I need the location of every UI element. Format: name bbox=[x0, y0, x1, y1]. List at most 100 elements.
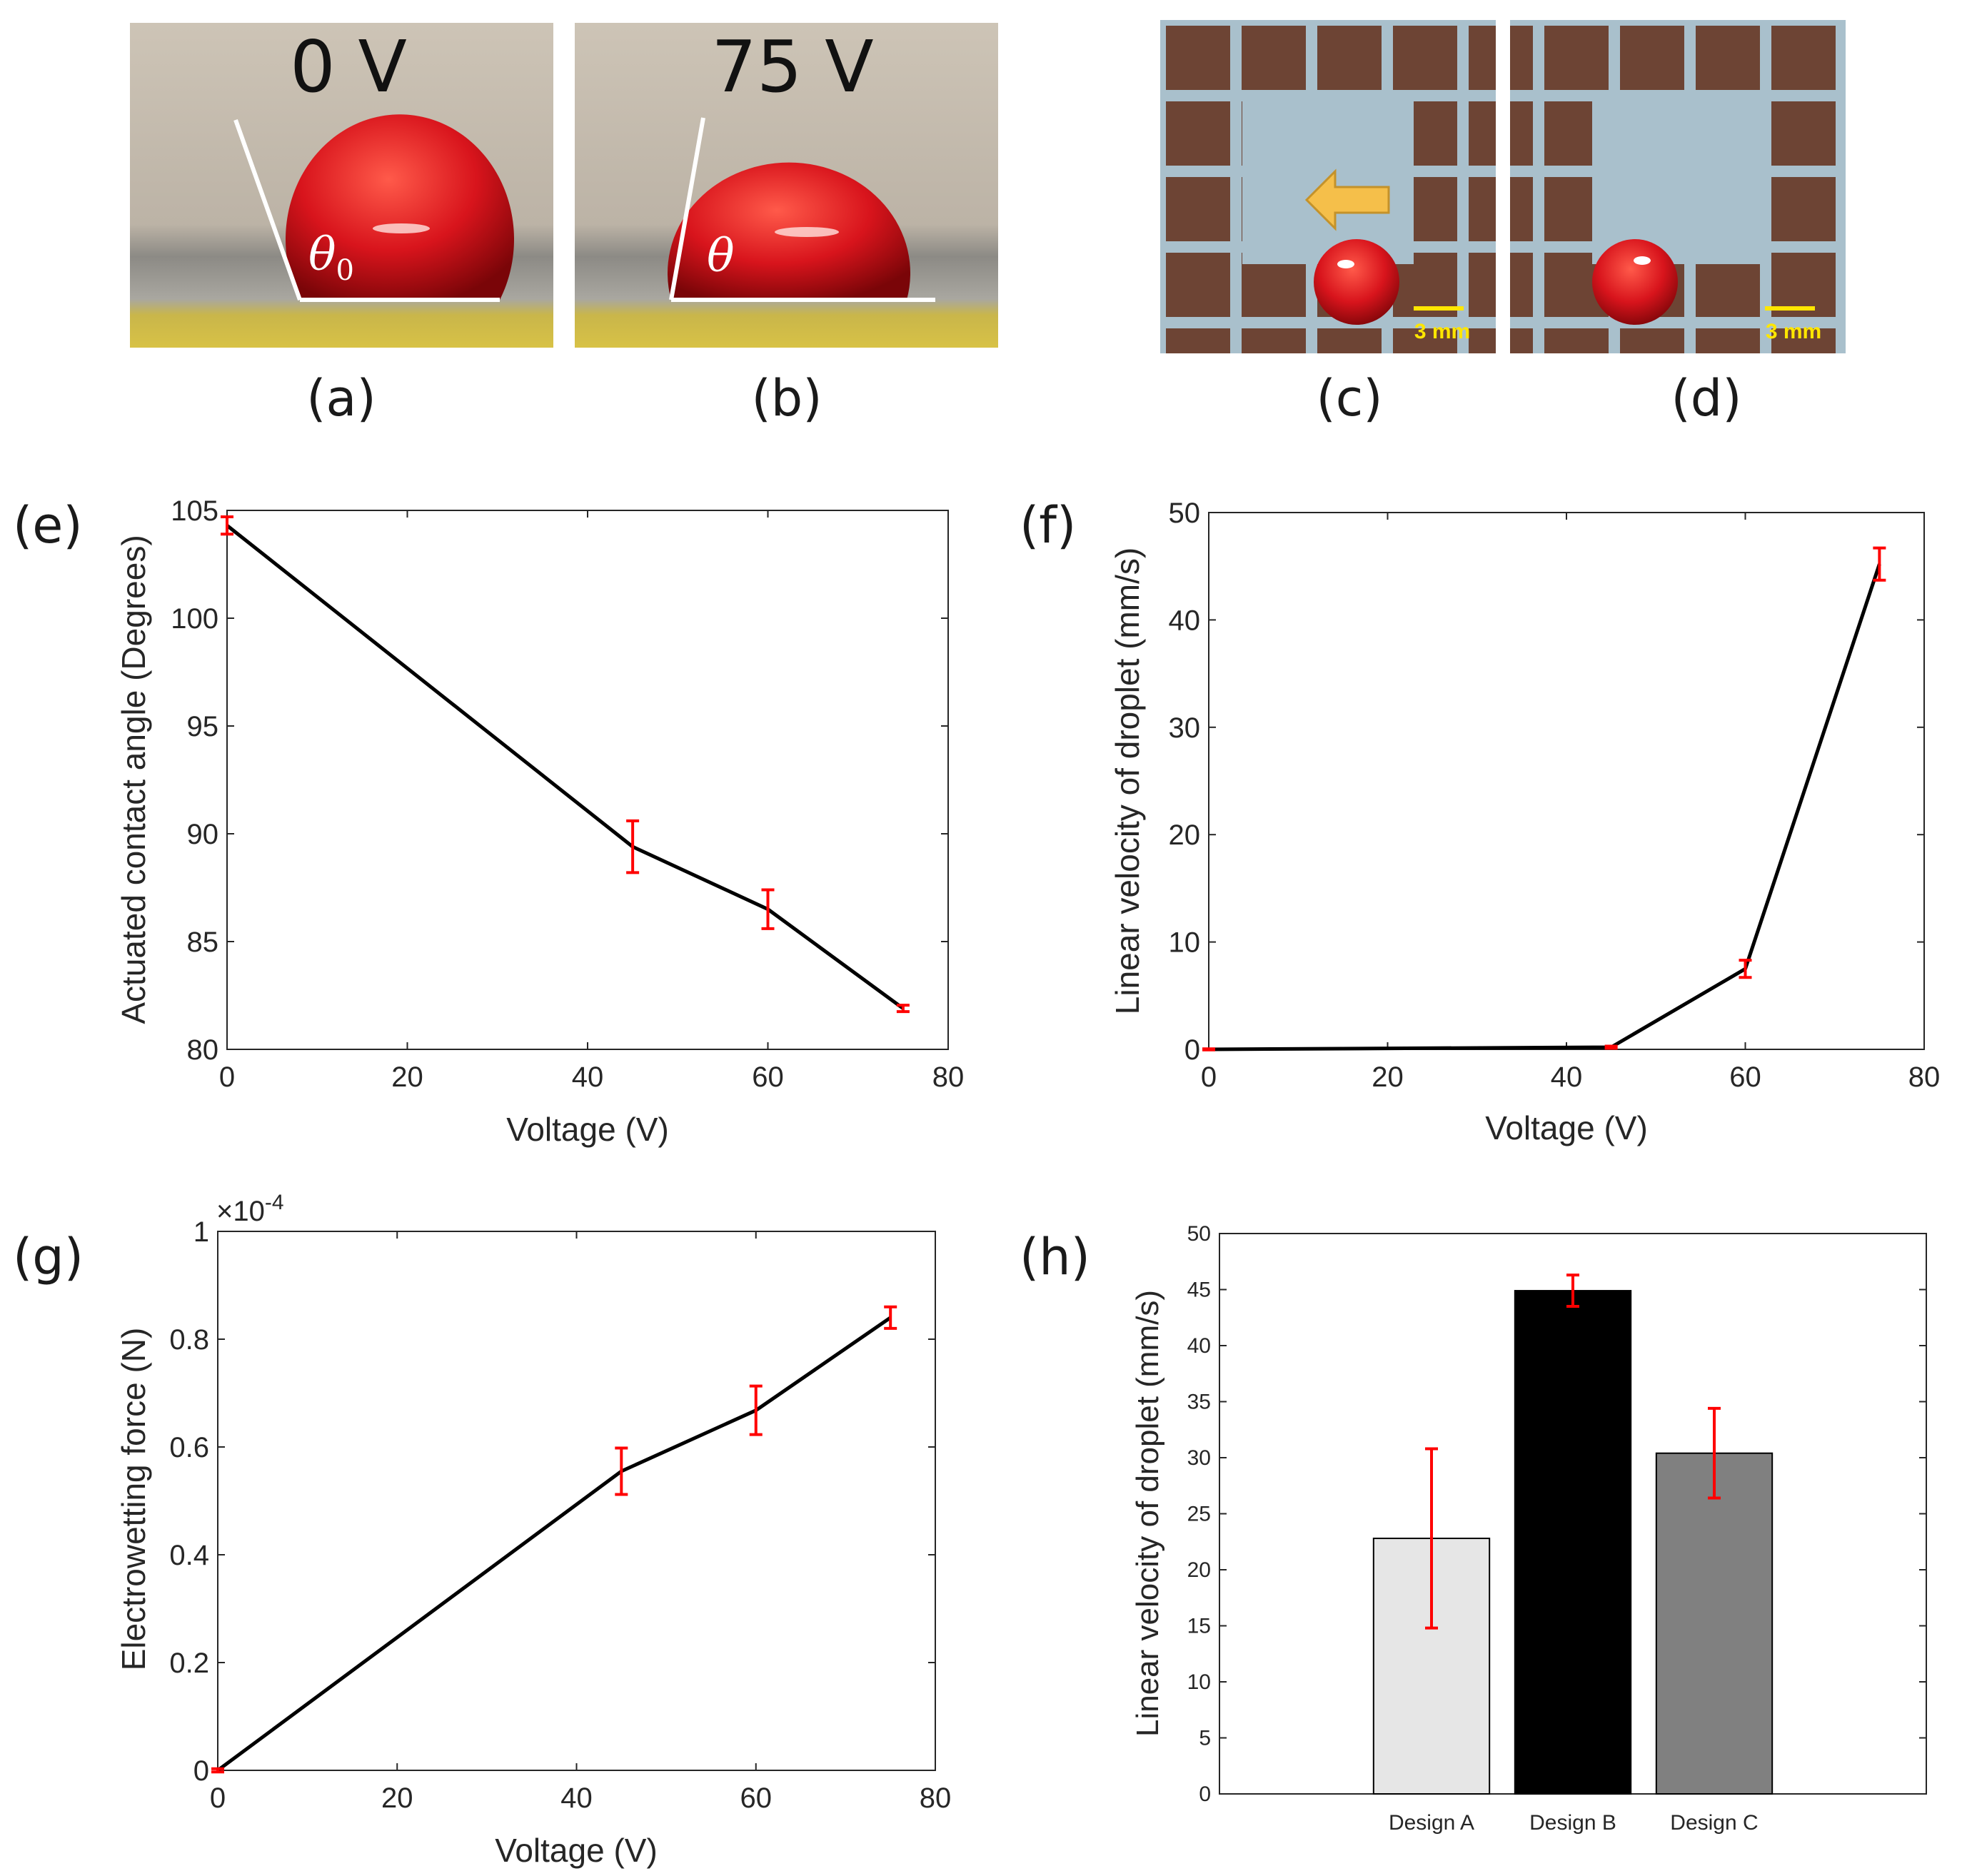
panel-label-a: (a) bbox=[306, 369, 376, 428]
chart-g: (g) 0 0.2 0.4 0.6 0.8 1 0 20 40 60 80 ×10-4 Voltag… bbox=[13, 1191, 951, 1869]
tangent-line-a bbox=[233, 118, 302, 301]
series-f bbox=[1202, 546, 1886, 1052]
series-g bbox=[211, 1305, 897, 1774]
bars-h bbox=[1372, 1274, 1774, 1795]
panel-label-e: (e) bbox=[13, 496, 83, 555]
y-axis-label-h: Linear velocity of droplet (mm/s) bbox=[1130, 1290, 1165, 1737]
chart-f: (f) 0 10 20 30 40 50 0 20 40 60 80 Voltage (V) Lin… bbox=[1020, 496, 1940, 1146]
droplet-a-highlight bbox=[373, 223, 430, 233]
x-tick-label: 60 bbox=[752, 1061, 784, 1093]
y-tick-label: 0 bbox=[1184, 1034, 1200, 1066]
y-tick-label: 10 bbox=[1169, 927, 1201, 959]
droplet-d bbox=[1592, 239, 1678, 325]
droplet-b-highlight bbox=[775, 227, 839, 237]
x-tick-label: 20 bbox=[381, 1782, 413, 1814]
y-tick-label: 35 bbox=[1187, 1391, 1211, 1414]
y-tick-label: 0.2 bbox=[169, 1648, 209, 1679]
series-line bbox=[226, 524, 905, 1010]
open-area-d bbox=[1592, 100, 1764, 264]
axis-ticks-g: 0 0.2 0.4 0.6 0.8 1 0 20 40 60 80 bbox=[169, 1216, 951, 1814]
x-tick-label: 20 bbox=[1372, 1061, 1404, 1093]
panel-label-d: (d) bbox=[1671, 369, 1741, 428]
bar bbox=[1514, 1290, 1632, 1795]
x-tick-label: 40 bbox=[1551, 1061, 1583, 1093]
y-tick-label: 0 bbox=[1199, 1782, 1211, 1806]
droplet-c bbox=[1314, 239, 1399, 325]
y-tick-label: 0.4 bbox=[169, 1540, 209, 1571]
plot-area-e bbox=[226, 510, 949, 1050]
y-tick-label: 100 bbox=[171, 603, 218, 635]
panel-label-b: (b) bbox=[751, 369, 822, 428]
series-line bbox=[216, 1316, 892, 1772]
x-tick-label: 20 bbox=[391, 1061, 423, 1093]
chart-h: (h) 0 5 10 15 20 25 30 35 40 45 50 Design A Design B… bbox=[1020, 1222, 1927, 1835]
y-tick-label: 50 bbox=[1169, 498, 1201, 529]
x-axis-label-g: Voltage (V) bbox=[495, 1832, 658, 1869]
arrow-left-icon bbox=[1304, 168, 1390, 231]
voltage-label-a: 0 V bbox=[290, 25, 407, 109]
y-axis-label-f: Linear velocity of droplet (mm/s) bbox=[1109, 548, 1146, 1014]
y-axis-label-g: Electrowetting force (N) bbox=[115, 1328, 152, 1671]
y-tick-label: 10 bbox=[1187, 1670, 1211, 1694]
panel-label-h: (h) bbox=[1020, 1228, 1090, 1286]
y-tick-label: 45 bbox=[1187, 1279, 1211, 1302]
exponent-label-g: ×10-4 bbox=[216, 1191, 284, 1227]
x-tick-label: 60 bbox=[740, 1782, 773, 1814]
y-tick-label: 15 bbox=[1187, 1615, 1211, 1638]
droplet-c-highlight bbox=[1337, 260, 1354, 268]
series-e bbox=[221, 515, 910, 1014]
y-tick-label: 90 bbox=[187, 819, 219, 850]
y-tick-label: 1 bbox=[193, 1216, 209, 1248]
y-tick-label: 0.8 bbox=[169, 1324, 209, 1356]
x-tick-label: 40 bbox=[560, 1782, 593, 1814]
bar bbox=[1655, 1452, 1774, 1795]
axis-ticks-e: 80 85 90 95 100 105 0 20 40 60 80 bbox=[171, 495, 964, 1093]
x-tick-label: Design A bbox=[1389, 1811, 1474, 1835]
panel-label-c: (c) bbox=[1316, 369, 1382, 428]
x-tick-label: 60 bbox=[1729, 1061, 1761, 1093]
y-tick-label: 20 bbox=[1169, 820, 1201, 851]
photo-c: 3 mm (c) bbox=[1160, 20, 1496, 428]
angle-label-b: θ bbox=[707, 230, 735, 283]
panel-label-f: (f) bbox=[1020, 496, 1076, 555]
droplet-d-highlight bbox=[1634, 256, 1651, 265]
y-tick-label: 85 bbox=[187, 927, 219, 958]
photo-a: 0 V θ0 (a) bbox=[130, 23, 553, 428]
tangent-line-b bbox=[669, 117, 705, 301]
angle-label-a: θ0 bbox=[308, 228, 354, 287]
x-axis-label-e: Voltage (V) bbox=[506, 1111, 669, 1148]
voltage-label-b: 75 V bbox=[711, 25, 873, 109]
y-tick-label: 0.6 bbox=[169, 1432, 209, 1463]
y-axis-label-e: Actuated contact angle (Degrees) bbox=[115, 535, 152, 1024]
y-tick-label: 30 bbox=[1169, 712, 1201, 744]
y-tick-label: 80 bbox=[187, 1034, 219, 1066]
y-tick-label: 40 bbox=[1187, 1334, 1211, 1358]
scale-label-c: 3 mm bbox=[1414, 320, 1470, 343]
y-tick-label: 0 bbox=[193, 1755, 209, 1787]
x-tick-label: 80 bbox=[920, 1782, 952, 1814]
y-tick-label: 95 bbox=[187, 711, 219, 742]
axis-ticks-f: 0 10 20 30 40 50 0 20 40 60 80 bbox=[1169, 498, 1941, 1093]
panel-label-g: (g) bbox=[13, 1228, 84, 1286]
y-tick-label: 105 bbox=[171, 495, 218, 527]
y-tick-label: 40 bbox=[1169, 605, 1201, 636]
x-tick-label: Design C bbox=[1670, 1811, 1758, 1835]
axis-ticks-h: 0 5 10 15 20 25 30 35 40 45 50 Design A Design B Desi… bbox=[1187, 1222, 1926, 1835]
x-tick-label: 80 bbox=[932, 1061, 965, 1093]
plot-area-f bbox=[1208, 512, 1925, 1050]
y-tick-label: 30 bbox=[1187, 1446, 1211, 1470]
x-axis-label-f: Voltage (V) bbox=[1485, 1109, 1648, 1146]
x-tick-label: 0 bbox=[219, 1061, 235, 1093]
x-tick-label: 80 bbox=[1908, 1061, 1941, 1093]
y-tick-label: 50 bbox=[1187, 1222, 1211, 1246]
photo-d: 3 mm (d) bbox=[1510, 20, 1846, 428]
series-line bbox=[1208, 563, 1881, 1052]
y-tick-label: 20 bbox=[1187, 1558, 1211, 1582]
x-tick-label: 40 bbox=[572, 1061, 604, 1093]
y-tick-label: 5 bbox=[1199, 1727, 1211, 1750]
droplet-a bbox=[286, 114, 514, 301]
scale-label-d: 3 mm bbox=[1766, 320, 1821, 343]
x-tick-label: 0 bbox=[210, 1782, 226, 1814]
